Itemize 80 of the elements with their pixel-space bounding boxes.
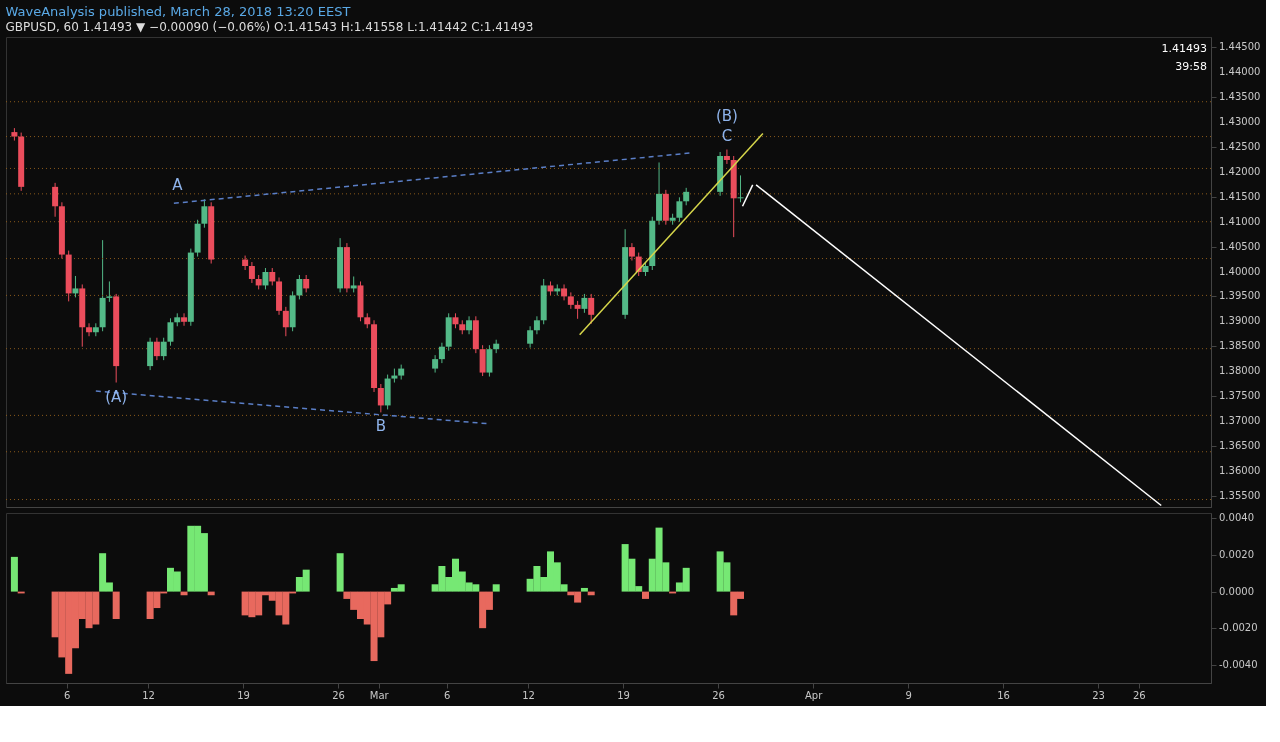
bar xyxy=(641,591,649,599)
candlestick xyxy=(248,261,255,284)
bar xyxy=(580,587,588,592)
bar xyxy=(336,553,344,592)
y-tick-label: 1.38000 xyxy=(1219,365,1261,377)
candlestick xyxy=(561,283,568,301)
y-tick-label: 1.39500 xyxy=(1219,290,1261,302)
candlestick xyxy=(153,337,160,361)
candlestick xyxy=(242,255,249,271)
candlestick xyxy=(106,280,113,303)
y-tick-label: 1.43000 xyxy=(1219,116,1261,128)
y-tick-label: 1.39000 xyxy=(1219,315,1261,327)
y-tick-label: 1.41000 xyxy=(1219,215,1261,227)
y-tick-label: 1.43500 xyxy=(1219,91,1261,103)
candlestick xyxy=(201,198,208,229)
bar xyxy=(492,584,500,592)
y-tick-label: 1.44000 xyxy=(1219,66,1261,78)
y-tick-label: 1.37500 xyxy=(1219,389,1261,401)
candlestick xyxy=(377,383,384,413)
annotation: (A) xyxy=(105,387,128,406)
y-tick-label: 0.0040 xyxy=(1219,512,1254,524)
annotation: B xyxy=(375,417,386,436)
candlestick xyxy=(181,312,188,327)
y-tick-label: 1.41500 xyxy=(1219,190,1261,202)
y-tick-label: 1.38500 xyxy=(1219,340,1261,352)
x-tick-label: 12 xyxy=(522,689,535,701)
x-tick-label: 26 xyxy=(712,689,725,701)
x-tick-label: Mar xyxy=(369,689,390,701)
x-tick-label: Apr xyxy=(804,689,824,701)
annotation: A xyxy=(172,176,184,195)
bar xyxy=(112,591,120,620)
y-tick-label: 1.44500 xyxy=(1219,41,1261,53)
y-tick-label: 1.36000 xyxy=(1219,464,1261,476)
y-tick-label: 0.0020 xyxy=(1219,549,1254,561)
chart-title: WaveAnalysis published, March 28, 2018 13:20 EEST xyxy=(5,4,351,19)
x-tick-label: 19 xyxy=(237,689,250,701)
candlestick xyxy=(581,293,588,314)
bar xyxy=(10,556,18,592)
y-tick-label: 1.42000 xyxy=(1219,165,1261,177)
annotation: (B) xyxy=(715,106,738,125)
candlestick xyxy=(527,325,534,349)
annotation: 1.41493 xyxy=(1161,42,1207,55)
annotation: 39:58 xyxy=(1175,60,1207,73)
x-tick-label: 26 xyxy=(1132,689,1146,701)
x-tick-label: 12 xyxy=(142,689,155,701)
x-tick-label: 6 xyxy=(63,689,71,701)
candlestick xyxy=(160,337,167,361)
y-tick-label: 1.36500 xyxy=(1219,439,1261,451)
candlestick xyxy=(432,354,439,374)
candlestick xyxy=(262,267,269,290)
x-tick-label: 6 xyxy=(443,689,451,701)
candlestick xyxy=(296,274,303,300)
x-tick-label: 26 xyxy=(332,689,345,701)
candlestick xyxy=(52,182,59,218)
y-tick-label: 1.37000 xyxy=(1219,414,1261,426)
candlestick xyxy=(167,317,174,347)
y-tick-label: -0.0020 xyxy=(1219,622,1258,634)
x-tick-label: 19 xyxy=(617,689,630,701)
y-tick-label: 1.40000 xyxy=(1219,265,1261,277)
candlestick xyxy=(486,344,493,378)
x-tick-label: 23 xyxy=(1092,689,1105,701)
candlestick xyxy=(86,322,93,337)
candlestick xyxy=(479,344,486,377)
y-tick-label: 1.40500 xyxy=(1219,240,1261,252)
candlestick xyxy=(438,342,445,364)
candlestick xyxy=(723,149,730,165)
y-tick-label: -0.0040 xyxy=(1219,658,1258,670)
x-tick-label: 9 xyxy=(905,689,912,701)
candlestick xyxy=(282,306,289,337)
y-tick-label: 0.0000 xyxy=(1219,585,1254,597)
candlestick xyxy=(72,275,79,298)
candlestick xyxy=(588,293,595,325)
annotation: C xyxy=(721,126,733,145)
chart-subtitle: GBPUSD, 60 1.41493 ▼ −0.00090 (−0.06%) O:1.41543 H:1.41558 L:1.41442 C:1.41493 xyxy=(5,20,534,34)
candlestick xyxy=(628,242,635,262)
candlestick xyxy=(737,174,744,203)
y-tick-label: 1.42500 xyxy=(1219,141,1261,153)
x-tick-label: 16 xyxy=(997,689,1010,701)
candlestick xyxy=(676,196,683,223)
y-tick-label: 1.35500 xyxy=(1219,489,1261,501)
